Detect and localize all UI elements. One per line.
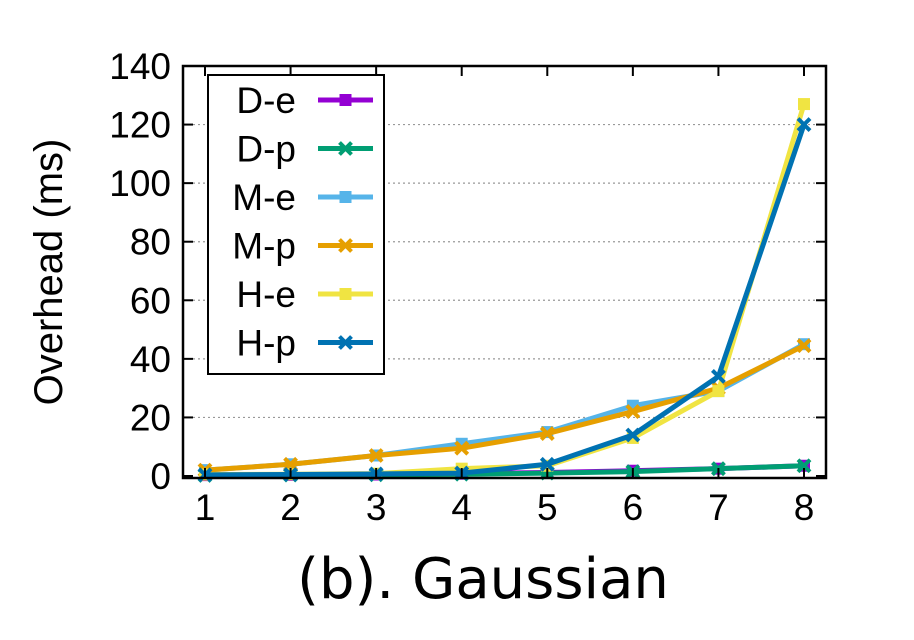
marker-stroke bbox=[338, 238, 353, 253]
marker-stroke bbox=[796, 338, 812, 354]
y-tick-label: 20 bbox=[130, 397, 171, 438]
legend-label-h-e: H-e bbox=[236, 274, 296, 315]
legend: D-e D-p M-e M-p H-e H-p bbox=[207, 74, 385, 375]
x-tick-label: 5 bbox=[537, 487, 558, 528]
marker-stroke bbox=[539, 426, 555, 441]
x-tick-label: 1 bbox=[195, 487, 216, 528]
data-point-m-p bbox=[454, 440, 470, 456]
grid-lines bbox=[183, 123, 826, 419]
marker-stroke bbox=[338, 335, 353, 350]
legend-marker-m-e bbox=[339, 191, 352, 203]
x-tick-label: 4 bbox=[451, 487, 472, 528]
data-point-h-p bbox=[796, 117, 812, 132]
marker-stroke bbox=[625, 427, 641, 443]
legend-label-d-p: D-p bbox=[236, 129, 296, 170]
legend-label-d-e: D-e bbox=[236, 80, 296, 121]
data-point-m-p bbox=[796, 338, 812, 354]
marker-stroke bbox=[625, 404, 641, 419]
series-line-m-p bbox=[204, 343, 806, 473]
x-tick-label: 3 bbox=[366, 487, 387, 528]
y-axis-label: Overhead (ms) bbox=[27, 139, 71, 406]
marker-stroke bbox=[711, 369, 726, 384]
legend-marker-d-e bbox=[339, 94, 352, 106]
axis-ticks: 0 20 40 60 80 100 120 140 1 2 3 4 5 6 7 8 bbox=[109, 46, 826, 528]
y-tick-label: 140 bbox=[109, 46, 171, 87]
legend-box bbox=[207, 74, 385, 375]
legend-marker-h-p bbox=[338, 335, 353, 350]
legend-label-h-p: H-p bbox=[236, 323, 296, 364]
y-tick-label: 100 bbox=[109, 163, 171, 204]
x-tick-label: 6 bbox=[623, 487, 644, 528]
series-line-h-p bbox=[204, 123, 807, 478]
legend-label-m-p: M-p bbox=[232, 226, 296, 267]
marker-stroke bbox=[796, 458, 812, 474]
y-tick-label: 60 bbox=[130, 280, 171, 321]
figure-caption: (b). Gaussian bbox=[297, 547, 669, 612]
legend-label-m-e: M-e bbox=[232, 177, 296, 218]
y-tick-label: 120 bbox=[109, 105, 171, 146]
y-tick-label: 40 bbox=[130, 339, 171, 380]
x-tick-label: 2 bbox=[280, 487, 301, 528]
x-tick-label: 7 bbox=[708, 487, 729, 528]
y-tick-label: 80 bbox=[130, 222, 171, 263]
x-tick-label: 8 bbox=[794, 487, 815, 528]
legend-marker-d-p bbox=[338, 141, 353, 156]
marker-stroke bbox=[454, 440, 470, 456]
plot-frame bbox=[181, 64, 828, 480]
marker-stroke bbox=[368, 448, 384, 463]
marker-stroke bbox=[796, 117, 812, 132]
data-point-h-p bbox=[539, 456, 555, 472]
data-point-m-p bbox=[625, 404, 641, 419]
data-point-d-p bbox=[796, 458, 812, 474]
marker-stroke bbox=[338, 141, 353, 156]
y-tick-label: 0 bbox=[150, 456, 171, 497]
data-point-h-p bbox=[625, 427, 641, 443]
data-point-h-e bbox=[798, 98, 810, 111]
data-point-m-p bbox=[539, 426, 555, 441]
marker-stroke bbox=[539, 456, 555, 472]
legend-marker-h-e bbox=[339, 288, 352, 300]
data-point-h-e bbox=[712, 385, 725, 398]
data-point-h-p bbox=[711, 369, 726, 384]
data-point-m-p bbox=[368, 448, 384, 463]
legend-marker-m-p bbox=[338, 238, 353, 253]
